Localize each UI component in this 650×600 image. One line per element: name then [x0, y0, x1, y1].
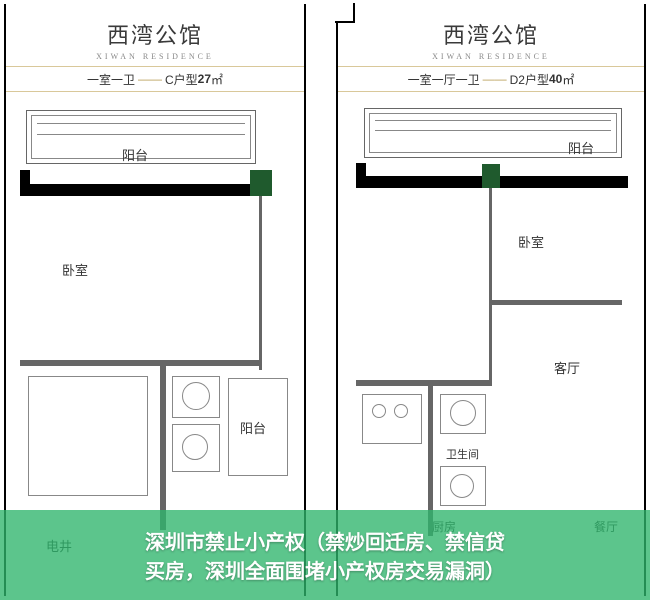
subtitle-band: 一室一卫 —— C户型 27 ㎡	[6, 66, 304, 92]
subtitle-area-value: 27	[198, 72, 211, 86]
brand-name-en: XIWAN RESIDENCE	[332, 52, 650, 61]
label-bedroom: 卧室	[62, 260, 88, 279]
kitchen-counter	[362, 394, 422, 444]
subtitle-sep-icon: ——	[483, 72, 507, 86]
brand-name-cn: 西湾公馆	[332, 18, 650, 50]
toilet-bowl-icon	[182, 434, 208, 460]
subtitle-rooms: 一室一卫	[87, 71, 135, 88]
brand-block: 西湾公馆 XIWAN RESIDENCE	[332, 18, 650, 61]
subtitle-band: 一室一厅一卫 —— D2户型 40 ㎡	[338, 66, 644, 92]
balcony-slats	[37, 123, 245, 135]
balcony-slats	[375, 120, 611, 131]
wall-h-mid	[20, 360, 262, 366]
subtitle-area-value: 40	[549, 72, 562, 86]
label-balcony-top: 阳台	[122, 145, 148, 164]
brand-block: 西湾公馆 XIWAN RESIDENCE	[0, 18, 310, 61]
label-balcony: 阳台	[568, 138, 594, 157]
subtitle-rooms: 一室一厅一卫	[408, 71, 480, 88]
subtitle-unit: D2户型	[510, 71, 549, 88]
sink-basin-icon	[182, 382, 210, 410]
banner-line2: 买房，深圳全面围堵小产权房交易漏洞）	[145, 555, 505, 584]
label-bath: 卫生间	[446, 446, 479, 462]
banner-line1: 深圳市禁止小产权（禁炒回迁房、禁信贷	[145, 526, 505, 555]
column-line	[259, 196, 262, 370]
subtitle-area-unit: ㎡	[562, 71, 574, 88]
subtitle-sep-icon: ——	[138, 72, 162, 86]
stove-ring-icon	[372, 404, 386, 418]
bath-basin-icon	[450, 400, 476, 426]
brand-name-cn: 西湾公馆	[0, 18, 310, 50]
label-balcony-side: 阳台	[240, 418, 266, 437]
caption-banner: 深圳市禁止小产权（禁炒回迁房、禁信贷 买房，深圳全面围堵小产权房交易漏洞）	[0, 510, 650, 600]
label-bedroom: 卧室	[518, 232, 544, 251]
accent-block	[482, 164, 500, 188]
wall-h-lower	[356, 380, 492, 386]
wall-v-mid	[160, 360, 166, 530]
label-living: 客厅	[554, 358, 580, 377]
wall-left-stub	[20, 170, 30, 184]
toilet-bowl-icon	[450, 474, 474, 498]
wall-below-balcony	[20, 184, 272, 196]
accent-block	[250, 170, 272, 196]
subtitle-unit: C户型	[165, 71, 198, 88]
wall-left-stub	[356, 163, 366, 176]
subtitle-area-unit: ㎡	[211, 71, 223, 88]
column-line	[489, 188, 492, 380]
brand-name-en: XIWAN RESIDENCE	[0, 52, 310, 61]
stove-ring-icon	[394, 404, 408, 418]
closet-x	[28, 376, 148, 496]
wall-bedroom-bottom	[490, 300, 622, 305]
